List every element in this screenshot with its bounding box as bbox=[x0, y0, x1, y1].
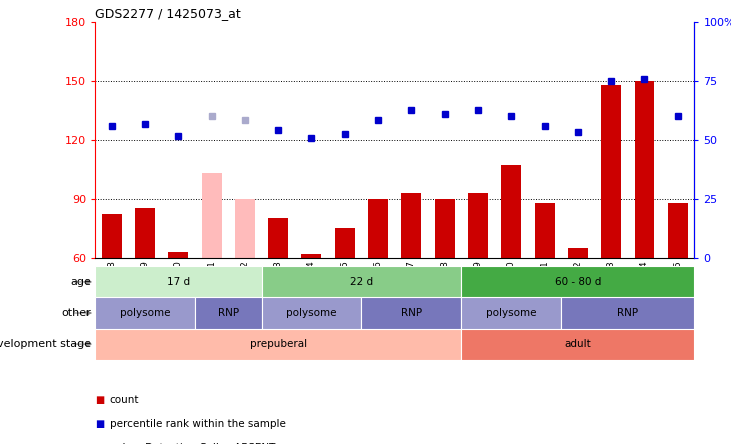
Bar bbox=[601, 85, 621, 258]
Bar bbox=[368, 199, 388, 258]
Text: adult: adult bbox=[564, 339, 591, 349]
Bar bbox=[195, 297, 262, 329]
Bar bbox=[95, 329, 461, 360]
Text: count: count bbox=[110, 395, 139, 404]
Text: ■: ■ bbox=[95, 419, 105, 429]
Text: prepuberal: prepuberal bbox=[249, 339, 307, 349]
Bar bbox=[635, 81, 654, 258]
Text: age: age bbox=[70, 277, 91, 287]
Bar bbox=[568, 248, 588, 258]
Text: 22 d: 22 d bbox=[350, 277, 373, 287]
Bar bbox=[202, 173, 221, 258]
Bar bbox=[102, 214, 121, 258]
Bar bbox=[501, 165, 521, 258]
Text: 60 - 80 d: 60 - 80 d bbox=[555, 277, 601, 287]
Bar bbox=[95, 266, 262, 297]
Bar bbox=[435, 199, 455, 258]
Text: other: other bbox=[61, 308, 91, 318]
Bar bbox=[461, 329, 694, 360]
Bar bbox=[461, 266, 694, 297]
Bar bbox=[95, 297, 195, 329]
Text: 17 d: 17 d bbox=[167, 277, 190, 287]
Bar bbox=[301, 254, 322, 258]
Bar bbox=[168, 252, 189, 258]
Text: polysome: polysome bbox=[486, 308, 537, 318]
Text: development stage: development stage bbox=[0, 339, 91, 349]
Bar bbox=[268, 218, 288, 258]
Text: RNP: RNP bbox=[401, 308, 422, 318]
Text: percentile rank within the sample: percentile rank within the sample bbox=[110, 419, 286, 429]
Bar bbox=[135, 209, 155, 258]
Bar bbox=[534, 202, 555, 258]
Text: RNP: RNP bbox=[617, 308, 638, 318]
Text: ■: ■ bbox=[95, 395, 105, 404]
Bar bbox=[668, 202, 688, 258]
Bar bbox=[262, 297, 361, 329]
Bar bbox=[262, 266, 461, 297]
Bar bbox=[401, 193, 421, 258]
Bar bbox=[335, 228, 355, 258]
Bar bbox=[235, 199, 255, 258]
Bar bbox=[361, 297, 461, 329]
Text: RNP: RNP bbox=[218, 308, 239, 318]
Bar bbox=[468, 193, 488, 258]
Text: GDS2277 / 1425073_at: GDS2277 / 1425073_at bbox=[95, 7, 240, 20]
Bar bbox=[561, 297, 694, 329]
Text: polysome: polysome bbox=[287, 308, 337, 318]
Bar bbox=[461, 297, 561, 329]
Text: polysome: polysome bbox=[120, 308, 170, 318]
